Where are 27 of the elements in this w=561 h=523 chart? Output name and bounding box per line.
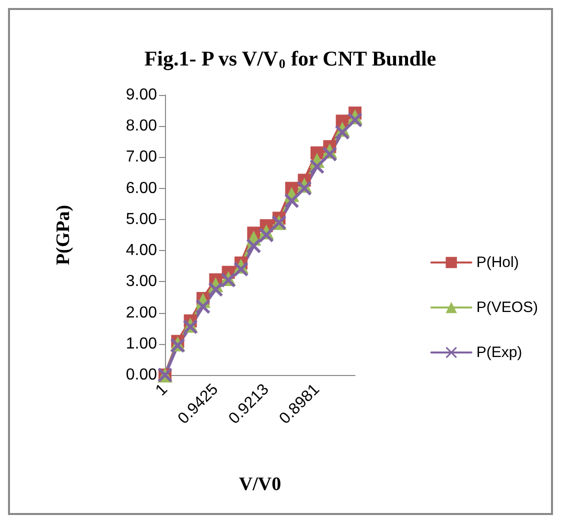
y-tick-label: 4.00 xyxy=(126,242,158,260)
y-tick-label: 7.00 xyxy=(126,148,158,166)
point xyxy=(322,147,337,162)
legend-label: P(VEOS) xyxy=(476,299,538,316)
y-tick-label: 1.00 xyxy=(126,335,158,352)
point xyxy=(259,228,274,242)
y-tick-label: 0.00 xyxy=(126,366,158,384)
y-axis-title: P(GPa) xyxy=(53,204,74,266)
point xyxy=(284,194,299,208)
point xyxy=(246,238,261,253)
point xyxy=(196,300,210,314)
y-tick-label: 6.00 xyxy=(126,180,158,197)
point xyxy=(335,125,350,140)
legend-label: P(Hol) xyxy=(476,254,519,271)
y-tick-label: 5.00 xyxy=(126,210,158,228)
point xyxy=(297,181,312,196)
point xyxy=(208,282,223,296)
point xyxy=(348,112,362,127)
x-axis-title: V/V0 xyxy=(238,474,282,495)
x-tick-label: 1 xyxy=(152,380,172,400)
y-tick-label: 2.00 xyxy=(126,304,158,322)
point xyxy=(310,160,324,174)
y-tick-label: 8.00 xyxy=(126,118,158,135)
y-tick-label: 9.00 xyxy=(126,86,158,104)
y-tick-label: 3.00 xyxy=(126,273,158,290)
legend-label: P(Exp) xyxy=(476,344,522,361)
point xyxy=(234,262,248,276)
